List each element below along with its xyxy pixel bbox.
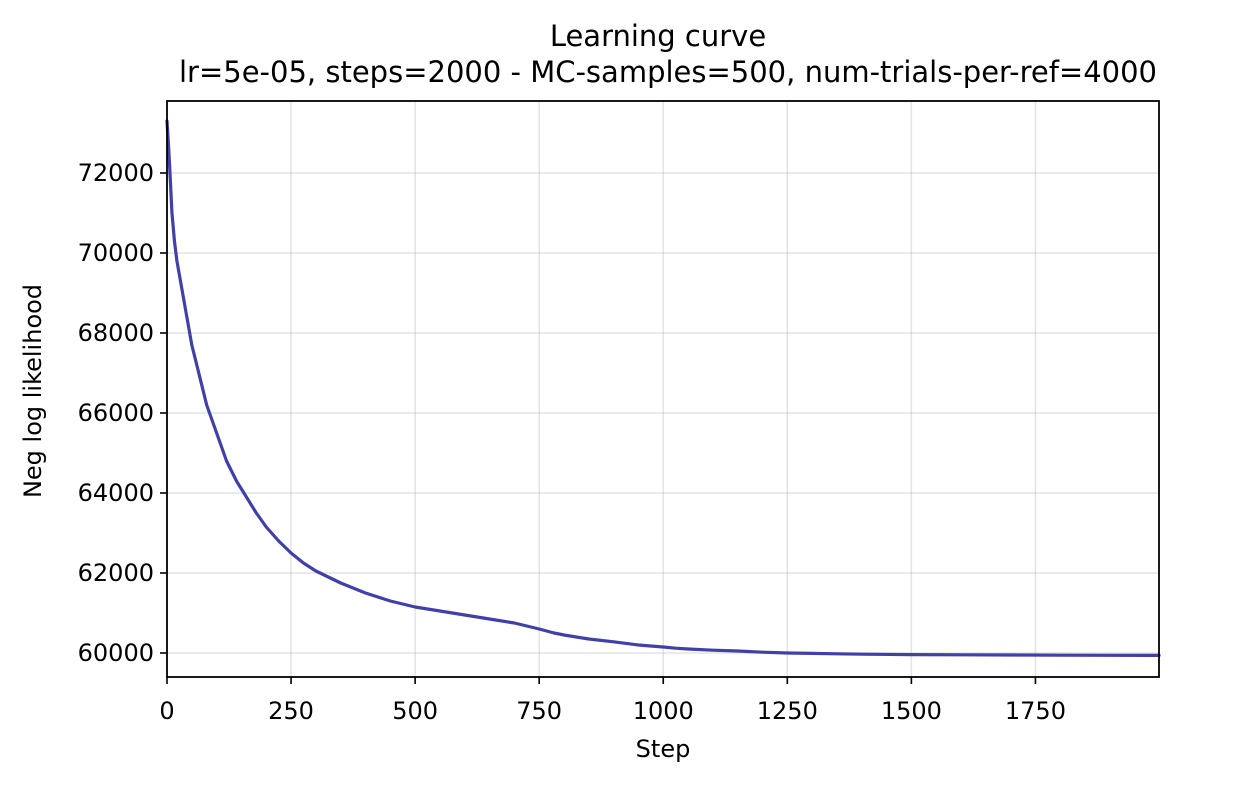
y-tick-label: 64000 [78,479,154,507]
x-tick-label: 1500 [881,697,942,725]
y-tick-label: 72000 [78,159,154,187]
y-axis-ticks: 60000 62000 64000 66000 68000 70000 72000 [78,159,167,667]
series-line [165,119,1161,657]
y-tick-label: 68000 [78,319,154,347]
chart-subtitle: lr=5e-05, steps=2000 - MC-samples=500, n… [179,55,1157,89]
series-group [165,119,1161,657]
x-tick-label: 250 [268,697,314,725]
chart-title: Learning curve [550,19,766,53]
y-axis-label: Neg log likelihood [19,284,47,498]
y-tick-label: 62000 [78,559,154,587]
y-tick-label: 66000 [78,399,154,427]
x-tick-label: 0 [159,697,174,725]
x-tick-label: 1000 [633,697,694,725]
x-axis-label: Step [636,735,691,763]
x-tick-label: 1750 [1005,697,1066,725]
x-tick-label: 750 [516,697,562,725]
x-axis-ticks: 0 250 500 750 1000 1250 1500 1750 [159,677,1066,725]
y-tick-label: 70000 [78,239,154,267]
grid-lines [166,101,1159,677]
y-tick-label: 60000 [78,639,154,667]
x-tick-label: 500 [392,697,438,725]
x-tick-label: 1250 [757,697,818,725]
